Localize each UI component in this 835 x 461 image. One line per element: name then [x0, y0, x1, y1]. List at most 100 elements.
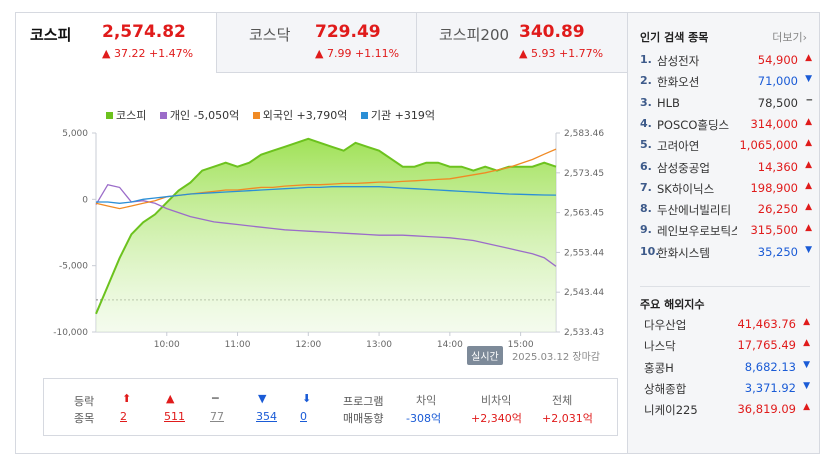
- index-chart-area: 5,000 0 -5,000 -10,000 2,583.46 2,573.45 2,563…: [16, 73, 628, 373]
- tab-value: 2,574.82: [102, 22, 186, 42]
- index-chart: 5,000 0 -5,000 -10,000 2,583.46 2,573.45 2,563…: [53, 129, 604, 350]
- program-label-2: 매매동향: [343, 412, 384, 425]
- right-tick-label: 2,553.44: [564, 248, 604, 258]
- index-price: 8,682.13: [744, 359, 796, 374]
- x-tick-label: 14:00: [437, 340, 463, 350]
- stock-name[interactable]: 레인보우로보틱스: [657, 224, 737, 239]
- legend-swatch: [360, 112, 368, 119]
- index-name[interactable]: 상해종합: [644, 381, 687, 396]
- x-tick-label: 12:00: [295, 340, 321, 350]
- legend-label: 외국인 +3,790억: [262, 109, 348, 122]
- popular-stock-item[interactable]: 9. 레인보우로보틱스 315,500 ▲: [640, 223, 812, 244]
- stock-name[interactable]: 한화오션: [657, 75, 700, 90]
- breadth-arrow-icon: ⬆: [122, 392, 132, 405]
- x-tick-label: 13:00: [366, 340, 392, 350]
- breadth-label-2: 종목: [74, 412, 95, 425]
- program-item-value: -308억: [406, 412, 442, 425]
- popular-stock-item[interactable]: 8. 두산에너빌리티 26,250 ▲: [640, 202, 812, 223]
- popular-stock-item[interactable]: 7. SK하이닉스 198,900 ▲: [640, 181, 812, 202]
- rank-number: 8.: [640, 202, 652, 216]
- popular-stock-item[interactable]: 5. 고려아연 1,065,000 ▲: [640, 138, 812, 159]
- world-indices-title: 주요 해외지수: [640, 298, 705, 311]
- stock-name[interactable]: 삼성전자: [657, 54, 700, 68]
- popular-stock-item[interactable]: 2. 한화오션 71,000 ▼: [640, 74, 812, 95]
- popular-stock-item[interactable]: 3. HLB 78,500 ━: [640, 96, 812, 117]
- popular-stock-item[interactable]: 1. 삼성전자 54,900 ▲: [640, 53, 812, 74]
- kospi-area: [96, 138, 556, 332]
- world-index-item[interactable]: 니케이225 36,819.09 ▲: [644, 402, 810, 423]
- arrow-up-icon: ▲: [805, 159, 812, 170]
- breadth-arrow-icon: ━: [212, 392, 219, 405]
- program-item-label: 전체: [552, 394, 573, 407]
- breadth-count[interactable]: 511: [164, 410, 185, 423]
- program-item-value: +2,340억: [471, 412, 522, 425]
- world-index-item[interactable]: 다우산업 41,463.76 ▲: [644, 317, 810, 338]
- breadth-count[interactable]: 2: [120, 410, 127, 423]
- index-name[interactable]: 다우산업: [644, 318, 687, 332]
- left-tick-label: 5,000: [62, 129, 88, 139]
- popular-stock-item[interactable]: 10. 한화시스템 35,250 ▼: [640, 245, 812, 266]
- more-link[interactable]: 더보기›: [772, 29, 807, 45]
- breadth-count[interactable]: 0: [300, 410, 307, 423]
- index-price: 36,819.09: [737, 402, 796, 417]
- breadth-count[interactable]: 354: [256, 410, 277, 423]
- legend-swatch: [106, 112, 113, 119]
- rank-number: 1.: [640, 53, 652, 66]
- right-tick-label: 2,543.44: [564, 288, 604, 298]
- tab-name: 코스닥: [249, 26, 291, 44]
- arrow-down-icon: ▼: [805, 74, 812, 85]
- arrow-down-icon: ▼: [805, 244, 812, 255]
- more-label: 더보기: [772, 31, 803, 44]
- stock-name[interactable]: 고려아연: [657, 139, 700, 154]
- breadth-arrow-icon: ⬇: [302, 392, 312, 405]
- chevron-right-icon: ›: [802, 31, 807, 44]
- stock-price: 1,065,000: [739, 138, 798, 153]
- stock-name[interactable]: HLB: [657, 95, 680, 110]
- popular-stock-item[interactable]: 4. POSCO홀딩스 314,000 ▲: [640, 117, 812, 138]
- realtime-badge[interactable]: 실시간: [467, 346, 503, 365]
- legend-item: 기관 +319억: [360, 107, 435, 123]
- tab-kosdaq[interactable]: 코스닥 729.49 ▲ 7.99 +1.11%: [217, 13, 417, 73]
- chart-legend: 코스피 개인 -5,050억 외국인 +3,790억 기관 +319억: [106, 107, 445, 123]
- index-name[interactable]: 니케이225: [644, 403, 698, 418]
- series-line-3: [96, 186, 557, 204]
- index-tabs: 코스피 2,574.82 ▲ 37.22 +1.47% 코스닥 729.49 ▲…: [16, 13, 628, 73]
- stock-name[interactable]: 두산에너빌리티: [657, 203, 732, 218]
- tab-kospi200[interactable]: 코스피200 340.89 ▲ 5.93 +1.77%: [417, 13, 628, 73]
- breadth-count[interactable]: 77: [210, 410, 224, 423]
- index-name[interactable]: 홍콩H: [644, 360, 674, 375]
- breadth-arrow-icon: ▼: [258, 392, 267, 405]
- popular-stock-item[interactable]: 6. 삼성중공업 14,360 ▲: [640, 160, 812, 181]
- stock-name[interactable]: SK하이닉스: [657, 181, 715, 196]
- stock-name[interactable]: 삼성중공업: [657, 160, 710, 175]
- tab-value: 340.89: [519, 22, 585, 42]
- stock-name[interactable]: POSCO홀딩스: [657, 117, 730, 132]
- chart-meta: 실시간 2025.03.12 장마감: [467, 346, 600, 365]
- arrow-up-icon: ▲: [805, 53, 812, 63]
- rank-number: 5.: [640, 138, 652, 152]
- rank-number: 3.: [640, 95, 652, 109]
- program-item-value: +2,031억: [542, 412, 593, 425]
- world-index-item[interactable]: 나스닥 17,765.49 ▲: [644, 338, 810, 359]
- right-tick-label: 2,573.45: [564, 169, 604, 179]
- tab-kospi[interactable]: 코스피 2,574.82 ▲ 37.22 +1.47%: [16, 13, 217, 73]
- index-price: 41,463.76: [737, 317, 796, 331]
- flat-dash-icon: ━: [806, 95, 812, 106]
- arrow-up-icon: ▲: [805, 138, 812, 149]
- world-index-item[interactable]: 홍콩H 8,682.13 ▼: [644, 360, 810, 381]
- sidebar: 인기 검색 종목 더보기› 1. 삼성전자 54,900 ▲ 2. 한화오션 71,000 ▼…: [627, 12, 820, 454]
- divider: [640, 286, 810, 287]
- index-name[interactable]: 나스닥: [644, 339, 676, 354]
- program-item-label: 차익: [416, 394, 437, 407]
- rank-number: 4.: [640, 116, 652, 130]
- program-item-label: 비차익: [481, 394, 512, 407]
- right-tick-label: 2,563.45: [564, 209, 604, 219]
- tab-change: ▲ 7.99 +1.11%: [315, 47, 400, 60]
- world-index-item[interactable]: 상해종합 3,371.92 ▼: [644, 381, 810, 402]
- legend-item: 외국인 +3,790억: [252, 107, 348, 123]
- left-tick-label: 0: [82, 195, 88, 205]
- rank-number: 6.: [640, 159, 652, 173]
- stock-price: 26,250: [757, 202, 798, 217]
- arrow-up-icon: ▲: [803, 317, 810, 327]
- stock-name[interactable]: 한화시스템: [657, 245, 710, 260]
